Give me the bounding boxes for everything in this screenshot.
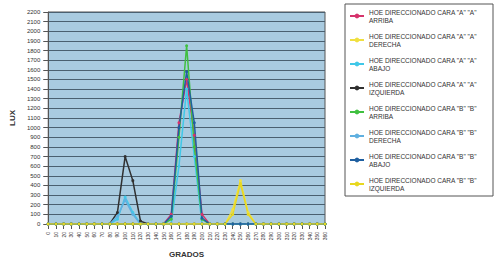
svg-text:220: 220 <box>214 232 220 241</box>
svg-text:400: 400 <box>30 182 41 188</box>
svg-text:1500: 1500 <box>27 76 41 82</box>
svg-text:160: 160 <box>168 232 174 241</box>
svg-text:320: 320 <box>291 232 297 241</box>
svg-text:2000: 2000 <box>27 28 41 34</box>
svg-text:290: 290 <box>268 232 274 241</box>
svg-text:800: 800 <box>30 144 41 150</box>
svg-text:1700: 1700 <box>27 57 41 63</box>
svg-text:170: 170 <box>176 232 182 241</box>
svg-text:80: 80 <box>107 232 113 238</box>
svg-text:20: 20 <box>61 232 67 238</box>
svg-text:280: 280 <box>260 232 266 241</box>
svg-text:ABAJO: ABAJO <box>369 65 390 72</box>
svg-text:1100: 1100 <box>27 115 41 121</box>
svg-text:ARRIBA: ARRIBA <box>369 113 394 120</box>
svg-text:300: 300 <box>276 232 282 241</box>
svg-text:100: 100 <box>122 232 128 241</box>
svg-text:1200: 1200 <box>27 105 41 111</box>
svg-text:1300: 1300 <box>27 96 41 102</box>
svg-text:260: 260 <box>245 232 251 241</box>
svg-text:0: 0 <box>45 232 51 235</box>
svg-text:HOE DIRECCIONADO CARA "B" "B": HOE DIRECCIONADO CARA "B" "B" <box>369 153 478 160</box>
svg-text:ARRIBA: ARRIBA <box>369 17 394 24</box>
svg-text:HOE DIRECCIONADO CARA "A" "A": HOE DIRECCIONADO CARA "A" "A" <box>369 57 478 64</box>
svg-text:IZQUIERDA: IZQUIERDA <box>369 185 405 193</box>
svg-text:250: 250 <box>237 232 243 241</box>
svg-text:200: 200 <box>30 202 41 208</box>
svg-text:360: 360 <box>322 232 328 241</box>
svg-text:120: 120 <box>137 232 143 241</box>
svg-text:90: 90 <box>114 232 120 238</box>
svg-text:0: 0 <box>37 221 41 227</box>
svg-text:130: 130 <box>145 232 151 241</box>
svg-text:200: 200 <box>199 232 205 241</box>
svg-text:30: 30 <box>68 232 74 238</box>
svg-text:IZQUIERDA: IZQUIERDA <box>369 89 405 97</box>
svg-text:100: 100 <box>30 211 41 217</box>
svg-text:270: 270 <box>253 232 259 241</box>
svg-text:1400: 1400 <box>27 86 41 92</box>
svg-text:GRADOS: GRADOS <box>169 250 205 259</box>
svg-text:40: 40 <box>76 232 82 238</box>
svg-text:LUX: LUX <box>8 109 17 126</box>
svg-text:150: 150 <box>161 232 167 241</box>
svg-text:900: 900 <box>30 134 41 140</box>
svg-text:ABAJO: ABAJO <box>369 161 390 168</box>
svg-text:1000: 1000 <box>27 125 41 131</box>
svg-text:2200: 2200 <box>27 9 41 15</box>
svg-text:500: 500 <box>30 173 41 179</box>
svg-text:1800: 1800 <box>27 48 41 54</box>
svg-text:10: 10 <box>53 232 59 238</box>
svg-text:HOE DIRECCIONADO CARA "A" "A": HOE DIRECCIONADO CARA "A" "A" <box>369 9 478 16</box>
svg-text:HOE DIRECCIONADO CARA "B" "B": HOE DIRECCIONADO CARA "B" "B" <box>369 177 478 184</box>
svg-text:DERECHA: DERECHA <box>369 41 401 48</box>
svg-text:2100: 2100 <box>27 19 41 25</box>
svg-text:HOE DIRECCIONADO CARA "B" "B": HOE DIRECCIONADO CARA "B" "B" <box>369 105 478 112</box>
svg-text:340: 340 <box>307 232 313 241</box>
svg-text:140: 140 <box>153 232 159 241</box>
svg-text:300: 300 <box>30 192 41 198</box>
svg-text:600: 600 <box>30 163 41 169</box>
svg-text:70: 70 <box>99 232 105 238</box>
svg-text:210: 210 <box>207 232 213 241</box>
svg-text:1900: 1900 <box>27 38 41 44</box>
svg-text:110: 110 <box>130 232 136 240</box>
svg-text:310: 310 <box>284 232 290 241</box>
svg-text:700: 700 <box>30 154 41 160</box>
svg-text:60: 60 <box>91 232 97 238</box>
svg-text:HOE DIRECCIONADO CARA "A" "A": HOE DIRECCIONADO CARA "A" "A" <box>369 33 478 40</box>
svg-text:HOE DIRECCIONADO CARA "A" "A": HOE DIRECCIONADO CARA "A" "A" <box>369 81 478 88</box>
svg-text:DERECHA: DERECHA <box>369 137 401 144</box>
svg-text:240: 240 <box>230 232 236 241</box>
svg-text:330: 330 <box>299 232 305 241</box>
svg-text:230: 230 <box>222 232 228 241</box>
svg-text:180: 180 <box>184 232 190 241</box>
svg-text:190: 190 <box>191 232 197 241</box>
svg-text:50: 50 <box>84 232 90 238</box>
svg-text:HOE DIRECCIONADO CARA "B" "B": HOE DIRECCIONADO CARA "B" "B" <box>369 129 478 136</box>
svg-text:350: 350 <box>314 232 320 241</box>
svg-text:1600: 1600 <box>27 67 41 73</box>
